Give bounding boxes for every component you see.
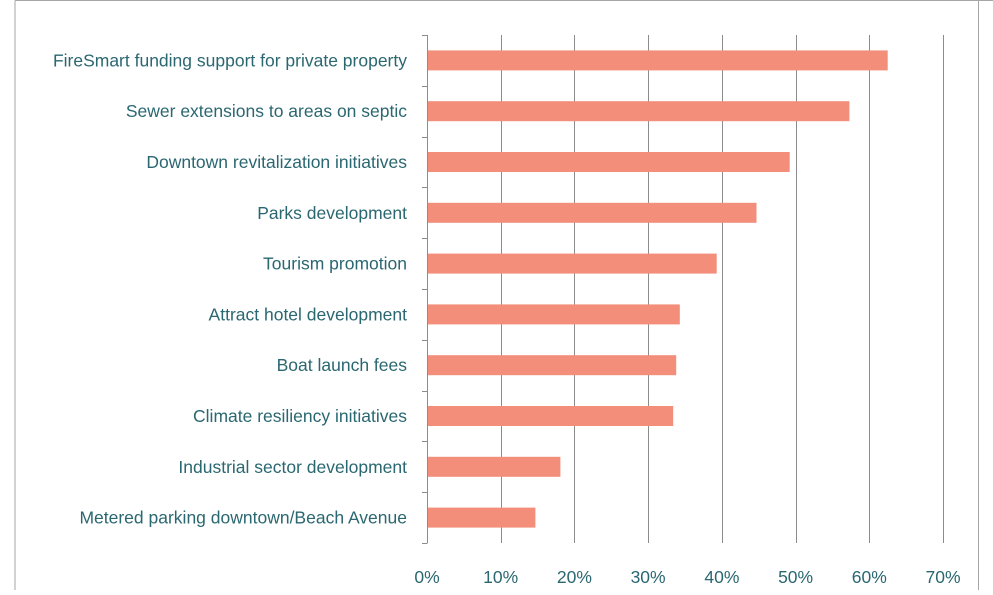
bar-5 (427, 253, 717, 274)
category-label-4: Parks development (257, 203, 407, 223)
category-label-8: Climate resiliency initiatives (193, 406, 407, 426)
x-tick-label-70: 70% (925, 567, 960, 587)
bar-10 (427, 507, 536, 528)
chart-frame (14, 0, 993, 590)
category-label-9: Industrial sector development (178, 457, 407, 477)
category-labels: FireSmart funding support for private pr… (53, 50, 407, 527)
bar-6 (427, 304, 680, 325)
bar-9 (427, 456, 561, 477)
bar-8 (427, 406, 674, 426)
bar-4 (427, 202, 757, 223)
category-label-10: Metered parking downtown/Beach Avenue (79, 508, 407, 528)
bar-1 (427, 50, 888, 71)
category-label-6: Attract hotel development (209, 304, 408, 324)
x-tick-label-30: 30% (631, 567, 666, 587)
x-tick-label-50: 50% (778, 567, 813, 587)
x-tick-label-40: 40% (704, 567, 739, 587)
bar-3 (427, 152, 790, 172)
bar-2 (427, 101, 850, 122)
category-axis (422, 35, 428, 544)
category-label-3: Downtown revitalization initiatives (146, 152, 407, 172)
category-label-7: Boat launch fees (277, 355, 408, 375)
category-label-2: Sewer extensions to areas on septic (126, 101, 407, 121)
value-tick-labels: 0% 10% 20% 30% 40% 50% 60% 70% (414, 567, 960, 587)
x-tick-label-10: 10% (483, 567, 518, 587)
bars (427, 50, 888, 528)
bar-7 (427, 355, 677, 376)
x-tick-label-60: 60% (852, 567, 887, 587)
x-tick-label-0: 0% (414, 567, 439, 587)
category-label-5: Tourism promotion (263, 254, 407, 274)
x-tick-label-20: 20% (557, 567, 592, 587)
category-label-1: FireSmart funding support for private pr… (53, 50, 407, 70)
